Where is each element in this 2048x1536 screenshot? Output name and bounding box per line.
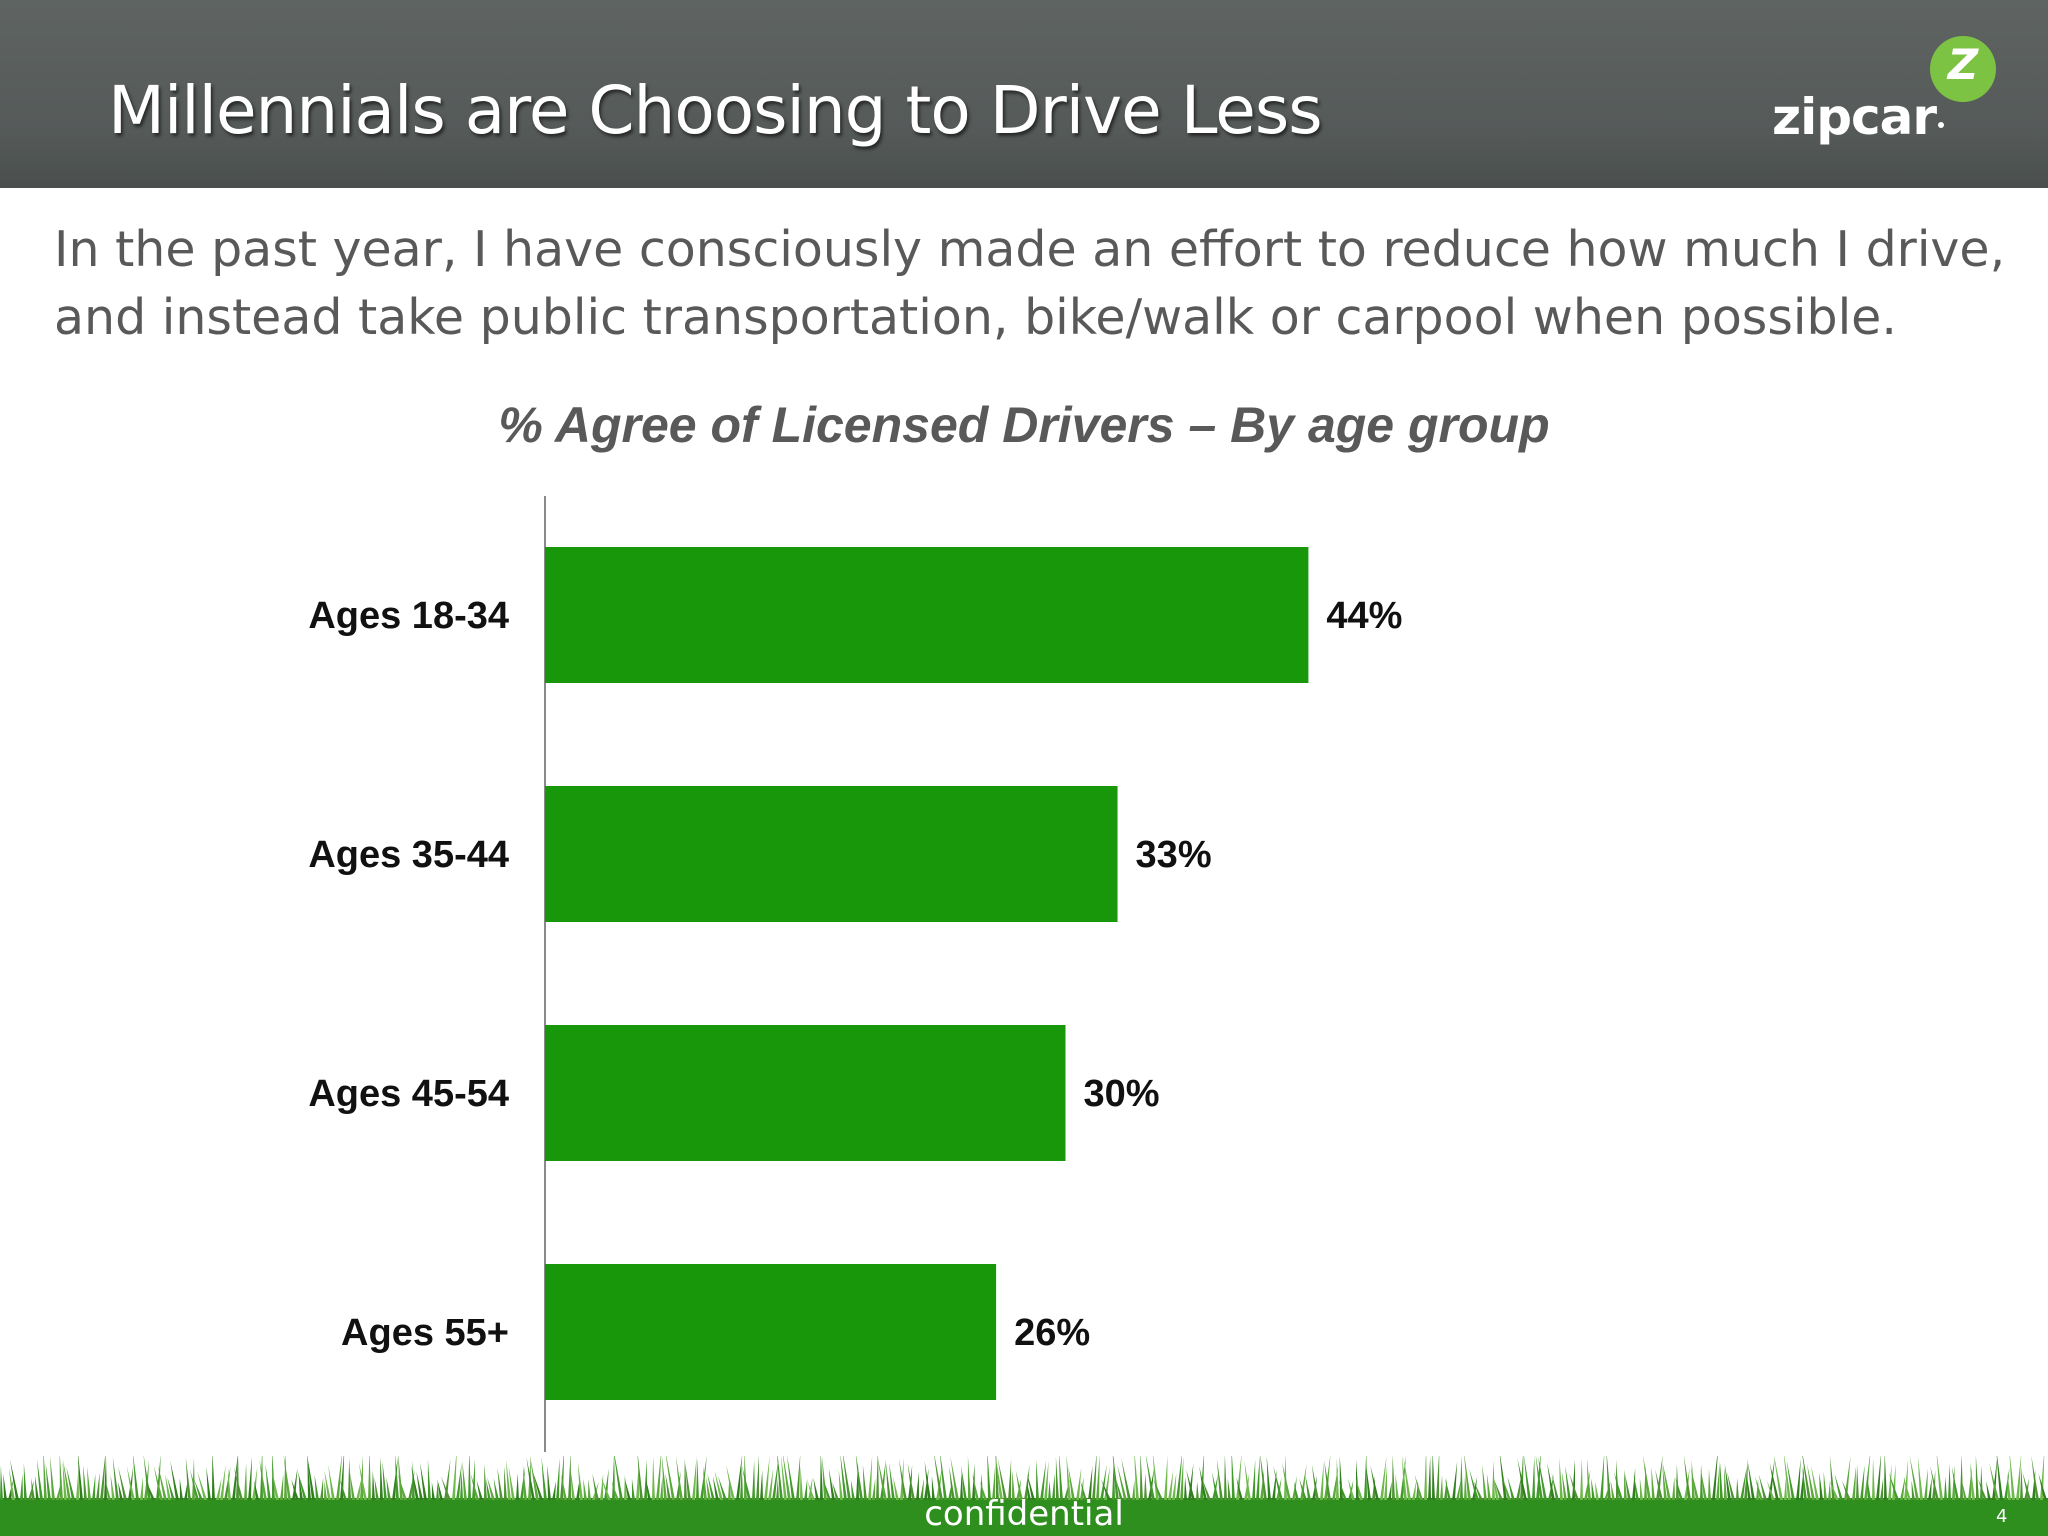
bar-3: [545, 1025, 1066, 1161]
bars-group: Ages 18-34 44% Ages 35-44 33% Ages 45-54 30% A…: [308, 547, 1402, 1400]
value-label: 30%: [1084, 1073, 1160, 1115]
bar-4: [545, 1264, 997, 1400]
survey-question: In the past year, I have consciously mad…: [54, 221, 2006, 346]
logo-dot: [1938, 122, 1944, 128]
header-band: Millennials are Choosing to Drive Less Z…: [0, 0, 2048, 188]
value-label: 44%: [1326, 595, 1402, 637]
chart-title: % Agree of Licensed Drivers – By age gro…: [498, 397, 1550, 453]
logo-mark: Z: [1947, 40, 1979, 89]
logo-text: zipcar: [1772, 88, 1937, 146]
page-number: 4: [1996, 1506, 2008, 1527]
confidential-label: confidential: [924, 1494, 1124, 1534]
footer-grass: [0, 1456, 2048, 1536]
category-label: Ages 55+: [341, 1312, 509, 1354]
category-label: Ages 18-34: [308, 595, 509, 637]
slide-title: Millennials are Choosing to Drive Less: [108, 72, 1323, 149]
category-label: Ages 45-54: [308, 1073, 509, 1115]
bar-1: [545, 547, 1309, 683]
category-label: Ages 35-44: [308, 834, 509, 876]
value-label: 26%: [1014, 1312, 1090, 1354]
grass-decoration: [0, 1456, 2048, 1536]
zipcar-logo: Z zipcar: [1760, 36, 2000, 156]
bar-2: [545, 786, 1118, 922]
zipcar-logo-icon: Z: [1930, 36, 1996, 102]
value-label: 33%: [1136, 834, 1212, 876]
